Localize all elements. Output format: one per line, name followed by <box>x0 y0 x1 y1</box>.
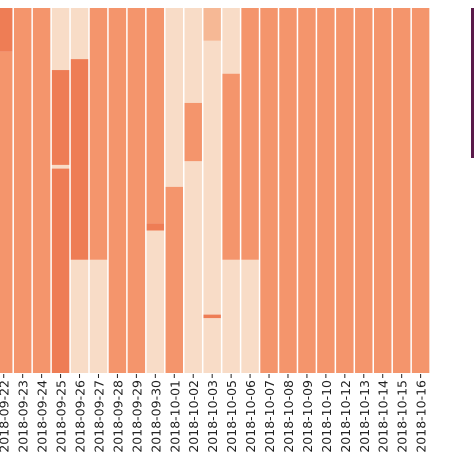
heatmap-cell <box>411 8 430 373</box>
x-tick-label: 2018-10-07 <box>262 380 277 453</box>
x-tick-label: 2018-09-26 <box>73 380 88 453</box>
heatmap-cell <box>51 168 70 373</box>
heatmap-cell <box>51 70 70 165</box>
x-tick-label: 2018-10-13 <box>357 380 372 453</box>
colorbar-edge <box>471 8 474 158</box>
x-tick-label: 2018-09-30 <box>148 380 163 453</box>
x-tick-label: 2018-10-08 <box>281 380 296 453</box>
x-tick-label: 2018-09-28 <box>110 380 125 453</box>
heatmap-cell <box>13 8 32 373</box>
x-tick-label: 2018-10-03 <box>205 380 220 453</box>
heatmap-cell <box>70 59 89 260</box>
x-tick-label: 2018-10-09 <box>300 380 315 453</box>
heatmap-cell <box>203 40 221 315</box>
heatmap-cell <box>317 8 335 373</box>
x-tick-label: 2018-10-14 <box>376 380 391 453</box>
heatmap-cell <box>146 230 165 373</box>
heatmap-cell <box>184 102 202 162</box>
heatmap-cell <box>51 164 70 169</box>
x-tick-label: 2018-10-16 <box>414 380 429 453</box>
heatmap-cell <box>241 259 259 373</box>
x-tick-label: 2018-09-27 <box>91 380 106 453</box>
x-tick-label: 2018-09-29 <box>129 380 144 453</box>
heatmap-cell <box>203 314 221 319</box>
heatmap-cell <box>165 186 183 373</box>
heatmap-cell <box>165 8 183 187</box>
heatmap-cell <box>392 8 411 373</box>
x-tick-label: 2018-10-10 <box>319 380 334 453</box>
heatmap-cell <box>374 8 392 373</box>
heatmap-cell <box>70 259 89 373</box>
heatmap-cell <box>0 8 13 52</box>
heatmap-cell <box>355 8 373 373</box>
heatmap-cell <box>222 8 240 74</box>
heatmap-cell <box>241 8 259 260</box>
heatmap-cell <box>222 73 240 260</box>
heatmap-cell <box>127 8 146 373</box>
heatmap-cell <box>260 8 278 373</box>
heatmap-cell <box>70 8 89 60</box>
heatmap-cell <box>51 8 70 71</box>
x-tick-label: 2018-09-24 <box>35 380 50 453</box>
heatmap-cell <box>184 8 202 103</box>
heatmap-cell <box>203 8 221 41</box>
x-axis-ticks: 2018-09-22 2018-09-23 2018-09-24 2018-09-25… <box>0 374 429 453</box>
heatmap-cells <box>0 8 430 374</box>
x-tick-label: 2018-10-05 <box>224 380 239 453</box>
heatmap-cell <box>222 259 240 373</box>
heatmap-cell <box>89 8 108 260</box>
heatmap-cell <box>32 8 51 373</box>
heatmap-cell <box>146 8 165 224</box>
x-tick-label: 2018-10-02 <box>186 380 201 453</box>
heatmap-cell <box>89 259 108 373</box>
heatmap-cell <box>203 318 221 373</box>
x-tick-label: 2018-10-06 <box>243 380 258 453</box>
heatmap-cell <box>184 161 202 373</box>
x-tick-label: 2018-09-23 <box>16 380 31 453</box>
x-tick-label: 2018-10-12 <box>338 380 353 453</box>
heatmap-cell <box>0 51 13 374</box>
heatmap-cell <box>298 8 316 373</box>
x-tick-label: 2018-10-01 <box>167 380 182 453</box>
x-tick-label: 2018-10-15 <box>395 380 410 453</box>
x-tick-label: 2018-09-22 <box>0 380 12 453</box>
heatmap-cell <box>108 8 127 373</box>
heatmap-cell <box>279 8 297 373</box>
heatmap-cell <box>146 223 165 231</box>
x-tick-label: 2018-09-25 <box>54 380 69 453</box>
heatmap-cell <box>336 8 354 373</box>
